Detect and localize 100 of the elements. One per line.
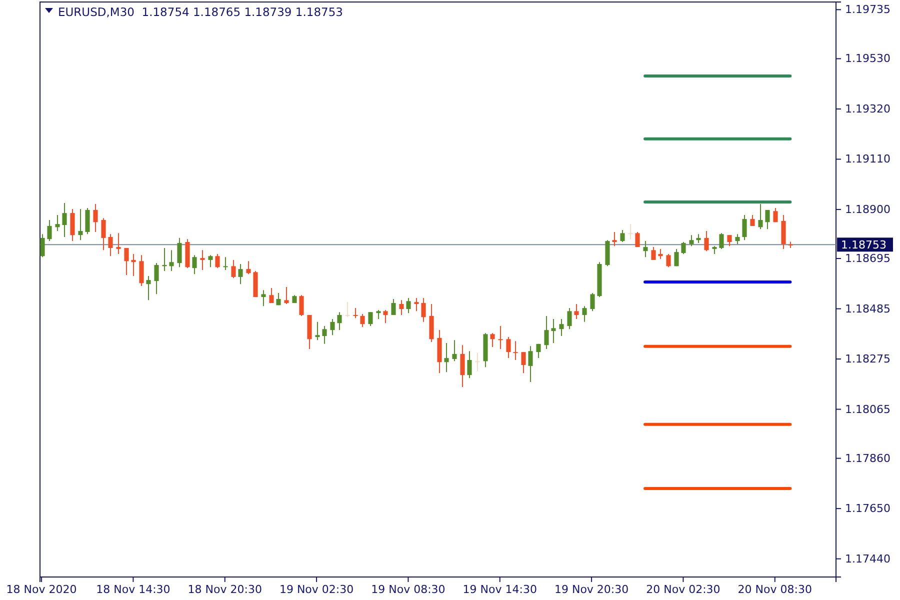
candlestick <box>544 315 549 350</box>
candlestick <box>192 254 197 275</box>
candlestick <box>727 234 732 247</box>
candlestick <box>536 343 541 359</box>
candlestick <box>475 352 480 372</box>
candlestick <box>467 350 472 379</box>
x-tick-label: 19 Nov 02:30 <box>279 582 354 596</box>
candlestick <box>444 342 449 373</box>
candlestick <box>421 297 426 322</box>
candlestick <box>674 248 679 267</box>
candlestick <box>605 240 610 267</box>
x-tick-label: 19 Nov 20:30 <box>554 582 629 596</box>
candlestick <box>47 219 52 242</box>
y-tick-label: 1.18275 <box>845 352 890 366</box>
candlestick <box>330 318 335 336</box>
candlestick <box>628 224 633 240</box>
candlestick <box>360 314 365 328</box>
candlestick <box>651 246 656 260</box>
candlestick <box>108 234 113 257</box>
x-tick-label: 19 Nov 14:30 <box>462 582 537 596</box>
candlestick <box>567 308 572 330</box>
candlestick <box>681 242 686 254</box>
candlestick <box>146 275 151 301</box>
candlestick <box>460 344 465 388</box>
candlestick <box>429 303 434 343</box>
candlestick <box>299 294 304 316</box>
candlestick <box>383 309 388 324</box>
candlestick <box>750 214 755 226</box>
candlestick <box>635 231 640 248</box>
candlestick <box>582 306 587 322</box>
candlestick <box>177 237 182 268</box>
candlestick <box>498 325 503 350</box>
candlestick <box>322 325 327 344</box>
candlestick <box>781 214 786 250</box>
x-tick-label: 18 Nov 2020 <box>6 582 77 596</box>
candlestick <box>246 260 251 275</box>
candlestick <box>101 218 106 251</box>
candlestick <box>85 208 90 235</box>
candlestick <box>376 309 381 320</box>
x-tick-label: 18 Nov 14:30 <box>96 582 170 596</box>
candlestick <box>742 214 747 241</box>
candlestick <box>513 340 518 360</box>
candlestick <box>490 332 495 348</box>
candlestick <box>506 336 511 359</box>
y-tick-label: 1.17860 <box>845 452 890 465</box>
candlestick <box>551 318 556 344</box>
y-tick-label: 1.17650 <box>845 502 890 516</box>
y-tick-label: 1.19110 <box>845 152 890 166</box>
candlestick <box>124 247 129 276</box>
candlestick <box>78 208 83 241</box>
candlestick <box>345 302 350 318</box>
candlestick <box>689 234 694 247</box>
candlestick <box>765 209 770 230</box>
candlestick <box>40 234 45 258</box>
candlestick <box>223 256 228 270</box>
y-tick-label: 1.19320 <box>845 102 890 116</box>
candlestick <box>93 203 98 232</box>
candlestick <box>70 208 75 242</box>
y-tick-label: 1.18900 <box>845 202 890 216</box>
x-tick-label: 19 Nov 08:30 <box>371 582 446 596</box>
candlestick <box>414 297 419 312</box>
candlestick <box>55 214 60 232</box>
candlestick <box>643 240 648 258</box>
candlestick <box>735 234 740 245</box>
candlestick <box>399 300 404 316</box>
candlestick <box>758 203 763 230</box>
candlestick <box>528 346 533 382</box>
candlestick <box>590 292 595 312</box>
candlestick <box>169 250 174 272</box>
candlestick <box>337 312 342 331</box>
candlestick <box>208 254 213 268</box>
candlestick <box>261 290 266 307</box>
candlestick <box>131 253 136 276</box>
candlestick <box>154 262 159 295</box>
candlestick <box>521 352 526 374</box>
candlestick <box>353 308 358 319</box>
candlestick <box>276 292 281 306</box>
candlestick <box>391 298 396 316</box>
candlestick <box>658 248 663 260</box>
candlestick <box>612 231 617 247</box>
candlestick <box>284 286 289 304</box>
candlestick <box>231 259 236 279</box>
y-tick-label: 1.18485 <box>845 302 890 316</box>
candlestick <box>773 208 778 223</box>
y-tick-label: 1.19735 <box>845 3 890 16</box>
x-tick-label: 20 Nov 02:30 <box>646 582 720 596</box>
candlestick <box>719 232 724 250</box>
chart-title: EURUSD,M30 1.18754 1.18765 1.18739 1.18753 <box>58 5 343 19</box>
ref-line-label: 1.18753 <box>841 238 886 252</box>
candlestick <box>116 232 121 254</box>
candlestick <box>139 254 144 287</box>
candlestick <box>666 253 671 268</box>
x-tick-label: 18 Nov 20:30 <box>188 582 262 596</box>
candlestick <box>200 250 205 270</box>
candlestick <box>315 321 320 341</box>
y-tick-label: 1.18065 <box>845 402 890 416</box>
candlestick <box>368 312 373 326</box>
candlestick <box>62 202 67 238</box>
y-tick-label: 1.17440 <box>845 552 890 566</box>
candlestick <box>620 230 625 242</box>
